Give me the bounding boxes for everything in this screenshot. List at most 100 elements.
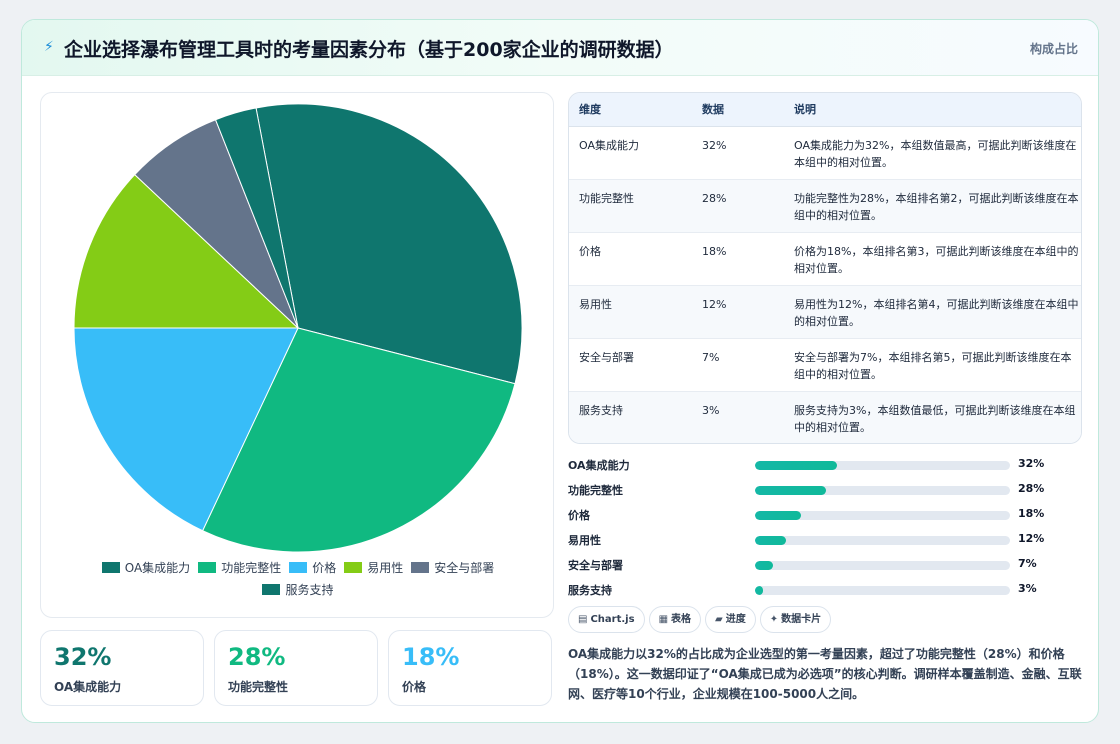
pie-slice-4[interactable] xyxy=(73,173,300,329)
progress-label: 价格 xyxy=(568,509,590,522)
data-table-panel: 维度 数据 说明 OA集成能力 32% OA集成能力为32%，本组数值最高，可据… xyxy=(568,92,1082,444)
tech-chip[interactable]: ▦ 表格 xyxy=(648,606,702,633)
table-row: OA集成能力 32% OA集成能力为32%，本组数值最高，可据此判断该维度在本组… xyxy=(569,126,1081,180)
legend-item[interactable]: 安全与部署 xyxy=(411,557,494,579)
progress-row: 功能完整性 28% xyxy=(568,477,1082,502)
progress-track xyxy=(755,461,1010,470)
stat-value: 18% xyxy=(402,643,460,671)
progress-row: 服务支持 3% xyxy=(568,577,1082,602)
legend-label: 功能完整性 xyxy=(221,561,282,575)
progress-row: 易用性 12% xyxy=(568,527,1082,552)
progress-list: OA集成能力 32% 功能完整性 28% 价格 18% 易用性 12% 安全与部署 7% 服务支持 3… xyxy=(568,452,1082,602)
progress-track xyxy=(755,511,1010,520)
progress-fill xyxy=(755,586,763,595)
progress-value: 32% xyxy=(1018,457,1045,470)
pie-slice-2[interactable] xyxy=(201,327,516,553)
legend-label: 价格 xyxy=(312,561,337,575)
progress-value: 28% xyxy=(1018,482,1045,495)
cell-note: 价格为18%，本组排名第3，可据此判断该维度在本组中的相对位置。 xyxy=(784,232,1081,286)
legend-swatch xyxy=(344,562,363,573)
progress-fill xyxy=(755,461,837,470)
cell-note: 易用性为12%，本组排名第4，可据此判断该维度在本组中的相对位置。 xyxy=(784,285,1081,339)
stat-value: 28% xyxy=(228,643,286,671)
legend-swatch xyxy=(411,562,430,573)
progress-fill xyxy=(755,536,786,545)
sparkle-icon: ✦ xyxy=(769,614,779,625)
cell-note: 服务支持为3%，本组数值最低，可据此判断该维度在本组中的相对位置。 xyxy=(794,403,1076,434)
cell-value: 12% xyxy=(692,285,784,339)
progress-fill xyxy=(755,561,773,570)
progress-label: 功能完整性 xyxy=(568,484,623,497)
chart-type-tag: 构成占比 xyxy=(1029,42,1078,56)
progress-track xyxy=(755,486,1010,495)
progress-value: 12% xyxy=(1018,532,1045,545)
cell-value: 18% xyxy=(692,232,784,286)
legend-swatch xyxy=(262,584,281,595)
table-icon: ▦ xyxy=(658,614,669,625)
cell-value: 32% xyxy=(692,126,784,180)
stat-value: 32% xyxy=(54,643,112,671)
cell-dimension: OA集成能力 xyxy=(569,126,692,180)
progress-track xyxy=(755,586,1010,595)
pie-slice-3[interactable] xyxy=(73,327,299,532)
legend-label: OA集成能力 xyxy=(124,561,191,575)
cell-note: 安全与部署为7%，本组排名第5，可据此判断该维度在本组中的相对位置。 xyxy=(784,338,1081,392)
stat-card-1: 32% OA集成能力 xyxy=(40,630,204,706)
legend-label: 安全与部署 xyxy=(434,561,495,575)
card-header: ⚡ 企业选择瀑布管理工具时的考量因素分布（基于200家企业的调研数据） 构成占比 xyxy=(22,20,1098,76)
table-row: 安全与部署 7% 安全与部署为7%，本组排名第5，可据此判断该维度在本组中的相对… xyxy=(569,338,1081,392)
table-header-row: 维度 数据 说明 xyxy=(569,93,1081,127)
cell-note: OA集成能力为32%，本组数值最高，可据此判断该维度在本组中的相对位置。 xyxy=(784,126,1081,180)
progress-track xyxy=(755,561,1010,570)
lightning-icon: ⚡ xyxy=(44,39,54,55)
table-row: 价格 18% 价格为18%，本组排名第3，可据此判断该维度在本组中的相对位置。 xyxy=(569,232,1081,286)
progress-fill xyxy=(755,511,801,520)
table-row: 易用性 12% 易用性为12%，本组排名第4，可据此判断该维度在本组中的相对位置… xyxy=(569,285,1081,339)
legend-item[interactable]: 易用性 xyxy=(344,557,403,579)
data-table: 维度 数据 说明 OA集成能力 32% OA集成能力为32%，本组数值最高，可据… xyxy=(569,93,1081,443)
table-row: 服务支持 3% 服务支持为3%，本组数值最低，可据此判断该维度在本组中的相对位置… xyxy=(569,391,1081,443)
chip-label: 表格 xyxy=(671,614,692,625)
progress-value: 3% xyxy=(1018,582,1037,595)
cell-dimension: 价格 xyxy=(569,232,692,286)
main-card: ⚡ 企业选择瀑布管理工具时的考量因素分布（基于200家企业的调研数据） 构成占比… xyxy=(21,19,1099,723)
cell-dimension: 易用性 xyxy=(569,285,692,339)
progress-value: 7% xyxy=(1018,557,1037,570)
legend-swatch xyxy=(289,562,308,573)
cell-value: 3% xyxy=(702,403,720,417)
legend-label: 服务支持 xyxy=(285,583,334,597)
cell-note: 功能完整性为28%，本组排名第2，可据此判断该维度在本组中的相对位置。 xyxy=(784,179,1081,233)
cell-dimension: 服务支持 xyxy=(579,403,623,417)
tech-chip[interactable]: ▰ 进度 xyxy=(705,606,756,633)
table-row: 功能完整性 28% 功能完整性为28%，本组排名第2，可据此判断该维度在本组中的… xyxy=(569,179,1081,233)
pie-slice-1[interactable] xyxy=(255,103,523,385)
pie-slice-6[interactable] xyxy=(214,107,299,329)
progress-track xyxy=(755,536,1010,545)
pie-chart[interactable] xyxy=(41,93,555,563)
cell-value: 28% xyxy=(692,179,784,233)
progress-icon: ▰ xyxy=(715,614,723,625)
progress-label: OA集成能力 xyxy=(568,459,630,472)
stat-label: 价格 xyxy=(402,680,427,694)
legend-item[interactable]: OA集成能力 xyxy=(101,557,191,579)
progress-label: 易用性 xyxy=(568,534,601,547)
cell-dimension: 安全与部署 xyxy=(569,338,692,392)
legend-swatch xyxy=(101,562,120,573)
legend-swatch xyxy=(198,562,217,573)
chip-label: 进度 xyxy=(725,614,746,625)
legend-item[interactable]: 服务支持 xyxy=(262,579,334,601)
progress-label: 服务支持 xyxy=(568,584,612,597)
legend-item[interactable]: 功能完整性 xyxy=(198,557,281,579)
column-header: 维度 xyxy=(569,93,692,127)
progress-value: 18% xyxy=(1018,507,1045,520)
tech-chip-row: ▤ Chart.js ▦ 表格 ▰ 进度 ✦ 数据卡片 xyxy=(568,606,835,634)
tech-chip[interactable]: ▤ Chart.js xyxy=(568,606,645,633)
legend-item[interactable]: 价格 xyxy=(289,557,336,579)
chart-legend: OA集成能力 功能完整性 价格 易用性 安全与部署服务支持 xyxy=(61,557,535,601)
progress-row: OA集成能力 32% xyxy=(568,452,1082,477)
progress-row: 价格 18% xyxy=(568,502,1082,527)
tech-chip[interactable]: ✦ 数据卡片 xyxy=(759,606,832,633)
pie-chart-panel: OA集成能力 功能完整性 价格 易用性 安全与部署服务支持 xyxy=(40,92,554,618)
stat-label: OA集成能力 xyxy=(54,680,122,694)
column-header: 说明 xyxy=(784,93,1081,127)
